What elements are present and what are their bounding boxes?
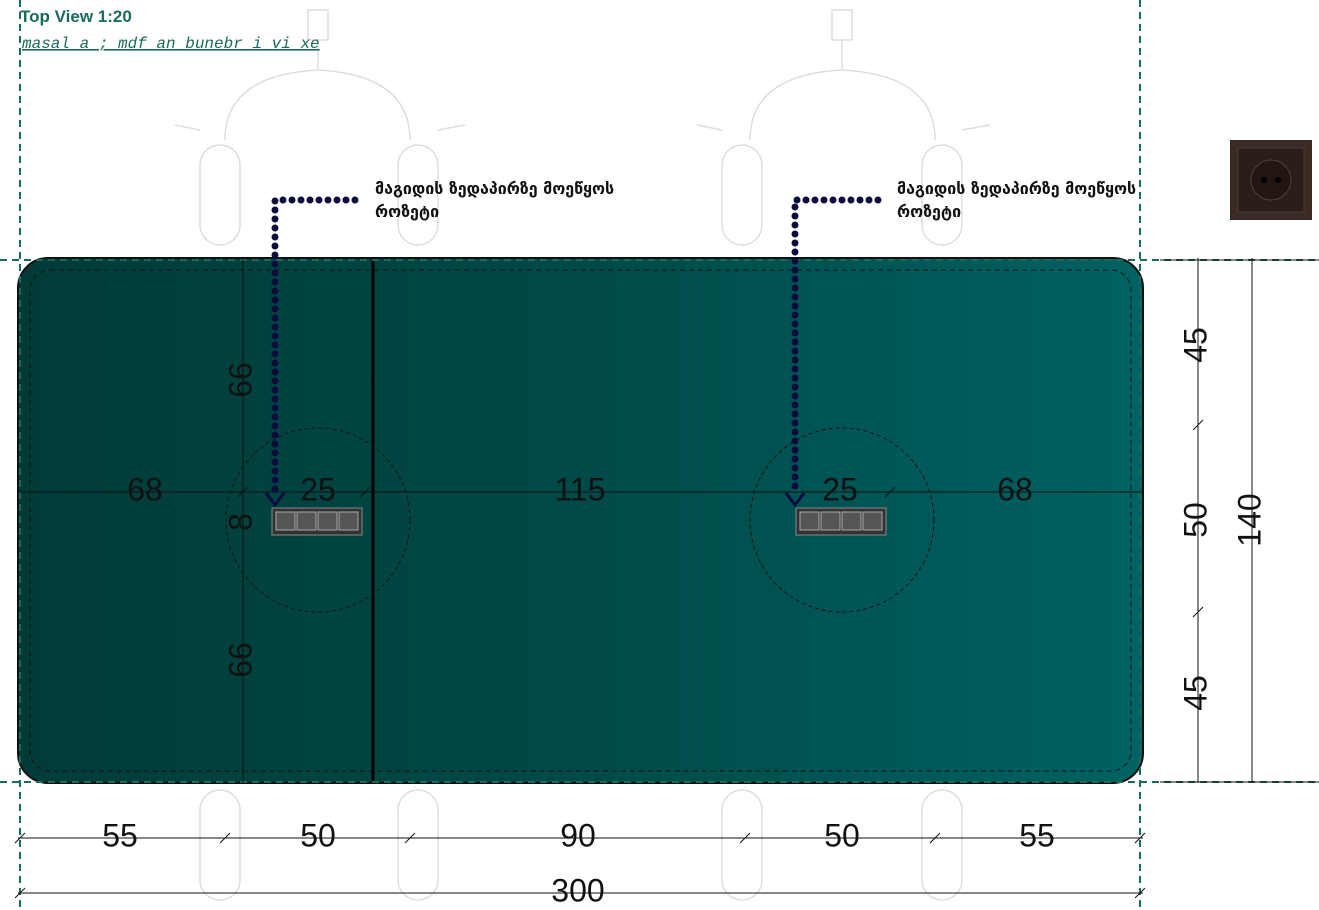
dim-label: 8: [222, 513, 258, 531]
dim-label: 68: [997, 471, 1033, 507]
dim-label: 66: [222, 362, 258, 398]
dim-label: 66: [222, 642, 258, 678]
annotation: მაგიდის ზედაპირზე მოეწყოს: [897, 179, 1136, 198]
dim-label: 25: [822, 471, 858, 507]
dimension-lines: [18, 258, 1319, 894]
dim-ticks: [14, 419, 1204, 899]
power-strip: [795, 507, 887, 536]
dim-label: 45: [1177, 327, 1213, 363]
table-inner-edge: [29, 269, 1132, 772]
dim-label: 68: [127, 471, 163, 507]
dim-label: 50: [300, 817, 336, 853]
annotation: როზეტი: [897, 202, 961, 221]
subtitle: masal a ; mdf an bunebr i vi xe: [22, 35, 320, 53]
annotation-leader: [264, 196, 882, 508]
dim-label: 140: [1231, 493, 1267, 546]
power-strip: [271, 507, 363, 536]
title: Top View 1:20: [20, 7, 132, 26]
reach-circle: [225, 427, 411, 613]
dim-label: 50: [824, 817, 860, 853]
dim-label: 300: [551, 872, 604, 908]
dim-label: 90: [560, 817, 596, 853]
dim-label: 115: [554, 471, 605, 507]
dim-label: 45: [1177, 675, 1213, 711]
dim-label: 25: [300, 471, 336, 507]
dim-label: 55: [1019, 817, 1055, 853]
reach-circle: [749, 427, 935, 613]
dim-label: 50: [1177, 502, 1213, 538]
table-top: [17, 257, 1144, 784]
dim-label: 55: [102, 817, 138, 853]
chairs: [174, 9, 991, 901]
annotation: როზეტი: [375, 202, 439, 221]
annotation: მაგიდის ზედაპირზე მოეწყოს: [375, 179, 614, 198]
socket-image: [1230, 140, 1312, 220]
